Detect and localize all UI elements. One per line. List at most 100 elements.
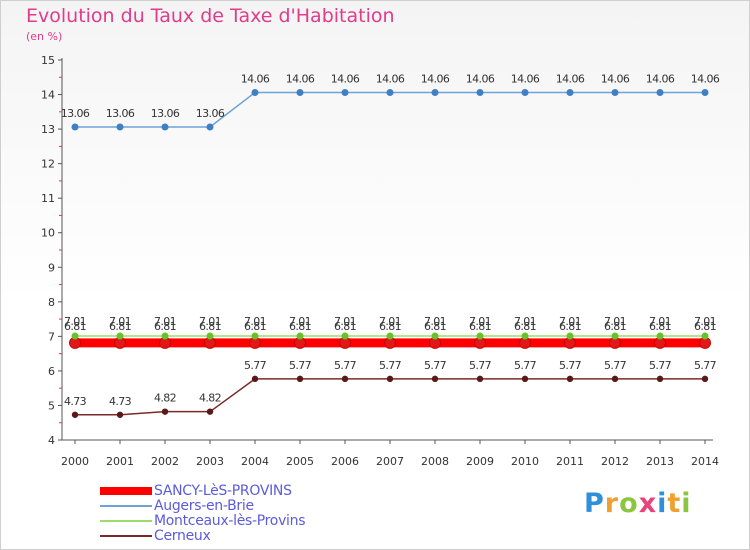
proxiti-logo: Proxiti [584, 488, 692, 519]
legend: SANCY-LèS-PROVINS Augers-en-Brie Montcea… [100, 483, 360, 544]
data-label-montceaux: 7.01 [469, 315, 491, 328]
data-point-montceaux [566, 332, 574, 340]
x-tick-label: 2007 [376, 455, 404, 468]
data-label-augers: 14.06 [556, 72, 585, 85]
data-label-montceaux: 7.01 [424, 315, 446, 328]
data-label-sancy: 6.81 [64, 320, 86, 333]
data-point-montceaux [116, 332, 124, 340]
data-point-cerneux [656, 375, 664, 383]
logo-letter: t [667, 488, 682, 519]
data-label-augers: 14.06 [511, 72, 540, 85]
data-label-sancy: 6.81 [604, 320, 626, 333]
data-label-montceaux: 7.01 [604, 315, 626, 328]
data-label-augers: 14.06 [646, 72, 675, 85]
x-tick-label: 2004 [241, 455, 269, 468]
data-point-augers [656, 88, 664, 96]
data-label-sancy: 6.81 [334, 320, 356, 333]
data-point-montceaux [476, 332, 484, 340]
data-label-sancy: 6.81 [109, 320, 131, 333]
logo-letter: x [638, 488, 658, 519]
data-point-augers [71, 123, 79, 131]
legend-label-augers: Augers-en-Brie [154, 498, 254, 514]
y-tick-label: 4 [48, 434, 55, 447]
data-label-cerneux: 5.77 [244, 359, 267, 372]
data-label-montceaux: 7.01 [244, 315, 266, 328]
y-tick-label: 6 [48, 365, 55, 378]
data-point-montceaux [206, 332, 214, 340]
data-point-augers [116, 123, 124, 131]
data-label-montceaux: 7.01 [64, 315, 86, 328]
data-label-montceaux: 7.01 [559, 315, 581, 328]
chart-subtitle: (en %) [26, 30, 63, 43]
y-tick-label: 12 [41, 158, 55, 171]
data-label-augers: 13.06 [61, 107, 90, 120]
data-point-cerneux [341, 375, 349, 383]
data-point-augers [341, 88, 349, 96]
data-label-sancy: 6.81 [154, 320, 176, 333]
legend-item-montceaux[interactable]: Montceaux-lès-Provins [100, 513, 360, 529]
data-point-cerneux [71, 411, 79, 418]
legend-item-cerneux[interactable]: Cerneux [100, 528, 360, 544]
y-tick-label: 5 [48, 399, 55, 412]
data-label-augers: 14.06 [466, 72, 495, 85]
data-label-cerneux: 4.82 [199, 392, 221, 405]
data-point-montceaux [161, 332, 169, 340]
data-point-cerneux [701, 375, 709, 383]
data-point-cerneux [566, 375, 574, 383]
data-label-augers: 14.06 [691, 72, 720, 85]
x-tick-label: 2002 [151, 455, 179, 468]
data-label-cerneux: 4.82 [154, 392, 176, 405]
x-tick-label: 2006 [331, 455, 359, 468]
x-tick-label: 2012 [601, 455, 629, 468]
x-tick-label: 2008 [421, 455, 449, 468]
legend-label-montceaux: Montceaux-lès-Provins [154, 513, 306, 529]
data-point-cerneux [251, 375, 259, 383]
data-point-augers [566, 88, 574, 96]
data-label-sancy: 6.81 [244, 320, 266, 333]
data-point-montceaux [341, 332, 349, 340]
data-point-augers [161, 123, 169, 131]
data-point-montceaux [521, 332, 529, 340]
data-point-montceaux [296, 332, 304, 340]
data-point-augers [206, 123, 214, 131]
data-label-augers: 13.06 [106, 107, 135, 120]
data-point-augers [701, 88, 709, 96]
data-label-cerneux: 5.77 [649, 359, 672, 372]
data-point-cerneux [296, 375, 304, 383]
data-label-montceaux: 7.01 [694, 315, 716, 328]
data-label-montceaux: 7.01 [334, 315, 356, 328]
data-label-cerneux: 5.77 [604, 359, 627, 372]
chart-axes: 4 5 6 7 8 9 10 11 12 13 14 15 2000 2001 2002 2003 2004 20… [41, 54, 719, 468]
data-point-cerneux [206, 408, 214, 415]
y-tick-label: 8 [48, 296, 55, 309]
data-label-cerneux: 4.73 [109, 395, 132, 408]
chart-title: Evolution du Taux de Taxe d'Habitation [26, 5, 395, 27]
legend-item-augers[interactable]: Augers-en-Brie [100, 498, 360, 514]
data-label-sancy: 6.81 [199, 320, 221, 333]
x-tick-label: 2013 [646, 455, 674, 468]
y-tick-label: 7 [48, 330, 55, 343]
y-tick-label: 13 [41, 123, 55, 136]
logo-letter: i [681, 488, 692, 519]
y-tick-label: 14 [41, 89, 55, 102]
data-label-sancy: 6.81 [379, 320, 401, 333]
data-label-sancy: 6.81 [649, 320, 671, 333]
data-label-montceaux: 7.01 [514, 315, 536, 328]
data-label-sancy: 6.81 [694, 320, 716, 333]
data-label-sancy: 6.81 [289, 320, 311, 333]
logo-letter: P [584, 488, 605, 519]
data-label-sancy: 6.81 [469, 320, 491, 333]
data-point-montceaux [251, 332, 259, 340]
data-point-cerneux [611, 375, 619, 383]
data-labels-layer: 13.06 13.06 13.06 13.06 14.06 14.06 14.06 14.06… [61, 72, 721, 408]
data-point-cerneux [521, 375, 529, 383]
data-label-sancy: 6.81 [514, 320, 536, 333]
data-label-augers: 14.06 [241, 72, 270, 85]
x-tick-label: 2003 [196, 455, 224, 468]
logo-letter: i [657, 488, 668, 519]
data-point-cerneux [161, 408, 169, 415]
data-point-cerneux [431, 375, 439, 383]
legend-item-sancy[interactable]: SANCY-LèS-PROVINS [100, 483, 360, 499]
legend-label-sancy: SANCY-LèS-PROVINS [154, 483, 292, 499]
data-label-cerneux: 5.77 [379, 359, 402, 372]
